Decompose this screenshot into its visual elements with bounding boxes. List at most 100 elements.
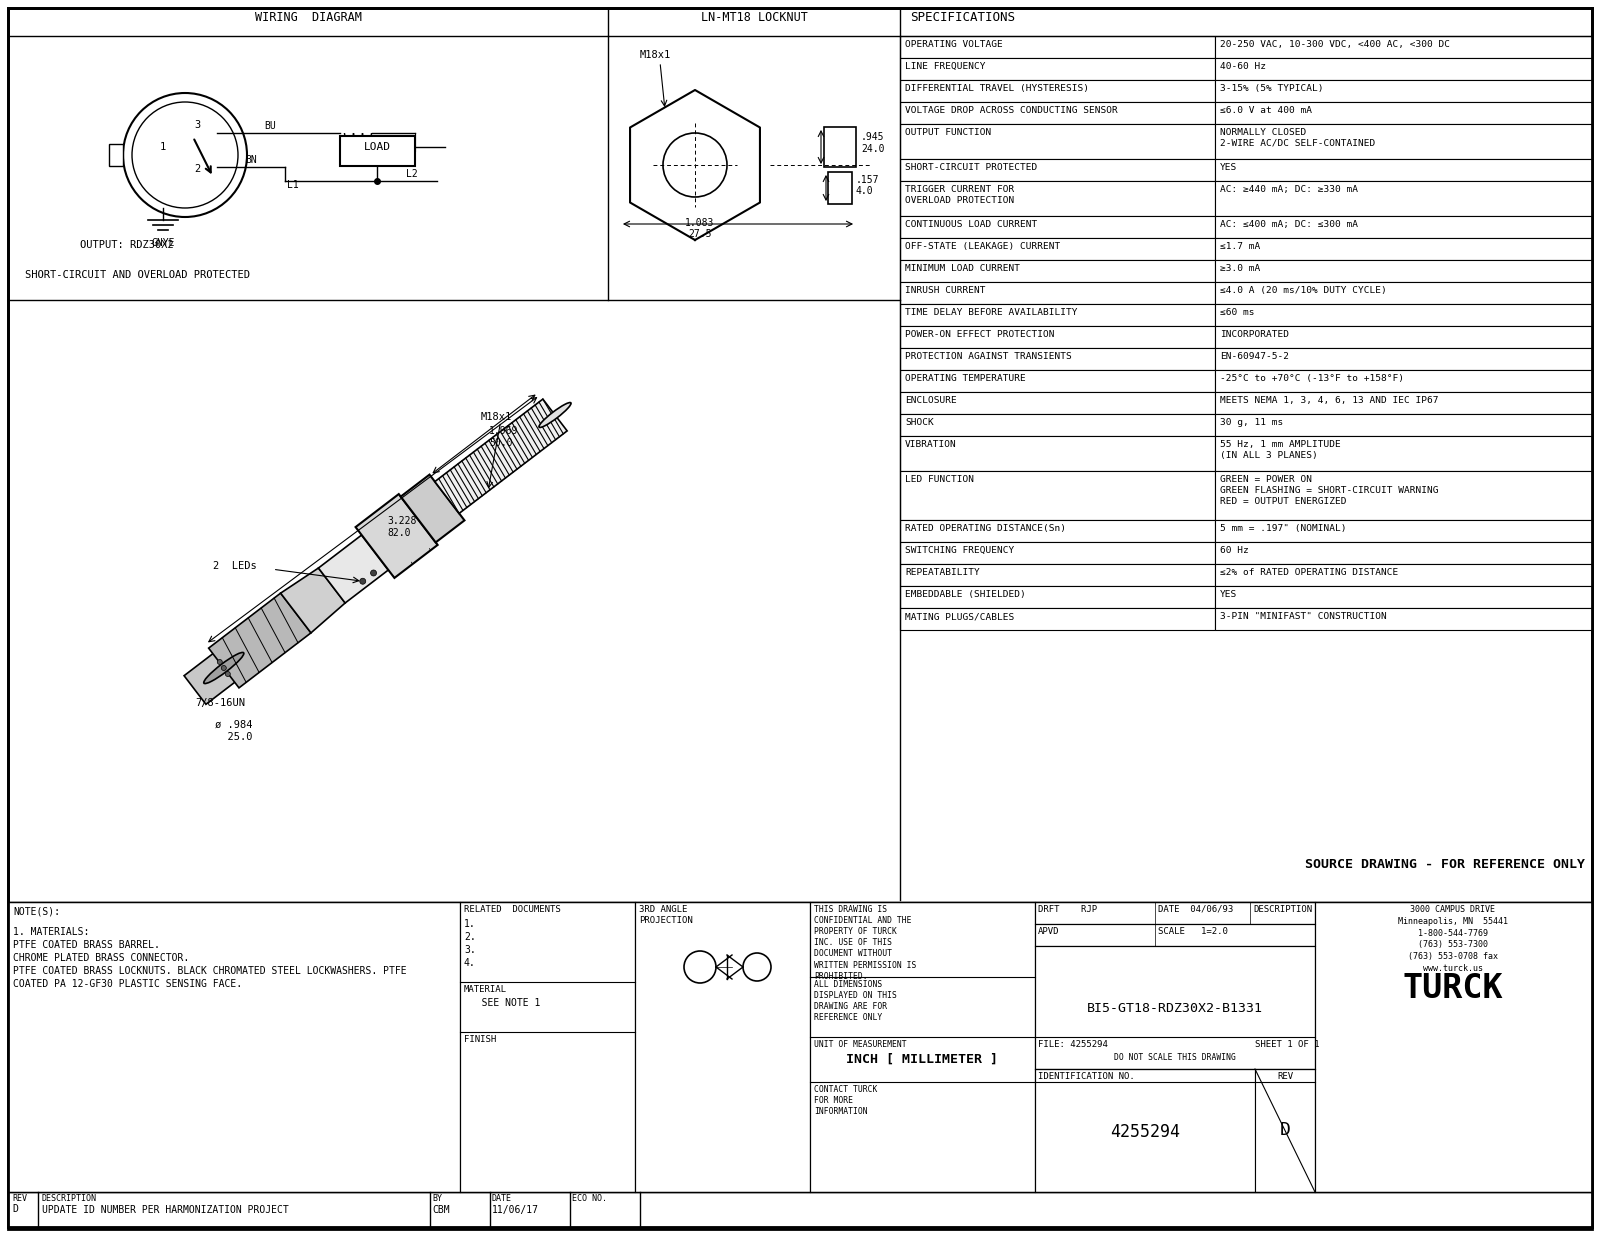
Bar [8,902,1592,1192]
Bar [1214,435,1592,471]
Polygon shape [355,494,438,578]
Text: 11/06/17: 11/06/17 [493,1205,539,1215]
Text: L2: L2 [406,169,418,179]
Text: VIBRATION: VIBRATION [906,440,957,449]
Text: FINISH: FINISH [464,1035,496,1044]
Bar [1214,101,1592,124]
Text: 1: 1 [160,142,166,152]
Polygon shape [318,536,389,602]
Text: NOTE(S):: NOTE(S): [13,907,61,917]
Text: APVD: APVD [1038,927,1059,936]
Text: SWITCHING FREQUENCY: SWITCHING FREQUENCY [906,546,1014,555]
Text: INCH [ MILLIMETER ]: INCH [ MILLIMETER ] [846,1053,998,1066]
Circle shape [221,666,226,670]
Text: 1.969
50.0: 1.969 50.0 [490,426,518,448]
Text: 1.083: 1.083 [685,218,715,228]
Bar [899,370,1214,392]
Text: GNYE: GNYE [152,238,174,247]
Text: VOLTAGE DROP ACROSS CONDUCTING SENSOR: VOLTAGE DROP ACROSS CONDUCTING SENSOR [906,106,1118,115]
Text: 3RD ANGLE: 3RD ANGLE [638,905,688,914]
Bar [899,282,1214,304]
Text: THIS DRAWING IS
CONFIDENTIAL AND THE
PROPERTY OF TURCK
INC. USE OF THIS
DOCUMENT: THIS DRAWING IS CONFIDENTIAL AND THE PRO… [814,905,917,981]
Text: SPECIFICATIONS: SPECIFICATIONS [910,11,1014,24]
Bar [1214,36,1592,58]
Bar [899,609,1214,630]
Text: TURCK: TURCK [1403,972,1504,1004]
Polygon shape [208,593,310,688]
Text: YES: YES [1221,163,1237,172]
Text: 1. MATERIALS:: 1. MATERIALS: [13,927,90,936]
Bar [1214,238,1592,260]
Bar [1214,586,1592,609]
Text: SEE NOTE 1: SEE NOTE 1 [464,998,541,1008]
Text: REV: REV [1277,1072,1293,1081]
Text: REV: REV [13,1194,27,1204]
Bar [899,520,1214,542]
Text: OPERATING TEMPERATURE: OPERATING TEMPERATURE [906,374,1026,383]
Text: 4.: 4. [464,957,475,969]
Text: PTFE COATED BRASS BARREL.: PTFE COATED BRASS BARREL. [13,940,160,950]
Text: IDENTIFICATION NO.: IDENTIFICATION NO. [1038,1072,1134,1081]
Text: PTFE COATED BRASS LOCKNUTS. BLACK CHROMATED STEEL LOCKWASHERS. PTFE: PTFE COATED BRASS LOCKNUTS. BLACK CHROMA… [13,966,406,976]
Text: OFF-STATE (LEAKAGE) CURRENT: OFF-STATE (LEAKAGE) CURRENT [906,242,1061,251]
Bar [899,260,1214,282]
Bar [8,1192,1592,1227]
Text: 4255294: 4255294 [1110,1123,1181,1141]
Text: ECO NO.: ECO NO. [573,1194,606,1204]
Bar [810,902,1035,1192]
Text: FILE: 4255294: FILE: 4255294 [1038,1040,1107,1049]
Text: 2: 2 [194,165,200,174]
Bar [461,902,635,1192]
Text: SCALE   1=2.0: SCALE 1=2.0 [1158,927,1227,936]
Text: CONTINUOUS LOAD CURRENT: CONTINUOUS LOAD CURRENT [906,220,1037,229]
Bar [1214,609,1592,630]
Text: ≥3.0 mA: ≥3.0 mA [1221,263,1261,273]
Text: 3.228
82.0: 3.228 82.0 [387,516,418,538]
Bar [1214,392,1592,414]
Bar [1214,414,1592,435]
Bar [899,471,1214,520]
Text: ≤60 ms: ≤60 ms [1221,308,1254,317]
Text: CHROME PLATED BRASS CONNECTOR.: CHROME PLATED BRASS CONNECTOR. [13,952,189,962]
Bar [1214,160,1592,181]
Text: ENCLOSURE: ENCLOSURE [906,396,957,404]
Text: LOAD: LOAD [363,142,390,152]
Bar [1214,260,1592,282]
Text: D: D [13,1204,18,1213]
Text: EN-60947-5-2: EN-60947-5-2 [1221,353,1290,361]
Bar [899,564,1214,586]
Bar [1214,327,1592,348]
Text: MATING PLUGS/CABLES: MATING PLUGS/CABLES [906,612,1014,621]
Text: DO NOT SCALE THIS DRAWING: DO NOT SCALE THIS DRAWING [1114,1053,1235,1063]
Text: 5 mm = .197" (NOMINAL): 5 mm = .197" (NOMINAL) [1221,524,1347,533]
Text: AC: ≤400 mA; DC: ≤300 mA: AC: ≤400 mA; DC: ≤300 mA [1221,220,1358,229]
Text: DESCRIPTION: DESCRIPTION [1253,905,1312,914]
Bar [899,542,1214,564]
Bar [1035,902,1315,924]
Bar [899,348,1214,370]
Bar [1214,304,1592,327]
Text: WIRING  DIAGRAM: WIRING DIAGRAM [254,11,362,24]
Text: SHORT-CIRCUIT AND OVERLOAD PROTECTED: SHORT-CIRCUIT AND OVERLOAD PROTECTED [26,270,250,280]
Circle shape [218,659,222,664]
Bar [1214,564,1592,586]
Text: M18x1: M18x1 [480,412,512,422]
Bar [899,327,1214,348]
Text: D: D [1280,1121,1291,1139]
Text: ≤2% of RATED OPERATING DISTANCE: ≤2% of RATED OPERATING DISTANCE [1221,568,1398,576]
Bar [899,238,1214,260]
Text: 2  LEDs: 2 LEDs [213,562,256,571]
Text: L1: L1 [286,181,299,190]
Bar [829,172,851,204]
Bar [899,181,1214,216]
Text: LN-MT18 LOCKNUT: LN-MT18 LOCKNUT [701,11,808,24]
Text: .945: .945 [861,132,885,142]
Text: POWER-ON EFFECT PROTECTION: POWER-ON EFFECT PROTECTION [906,330,1054,339]
Text: SHOCK: SHOCK [906,418,934,427]
Bar [635,902,810,1192]
Text: BI5-GT18-RDZ30X2-B1331: BI5-GT18-RDZ30X2-B1331 [1086,1002,1262,1016]
Text: DESCRIPTION: DESCRIPTION [42,1194,98,1204]
Bar [1214,542,1592,564]
Ellipse shape [203,652,243,684]
Text: BN: BN [245,155,258,165]
